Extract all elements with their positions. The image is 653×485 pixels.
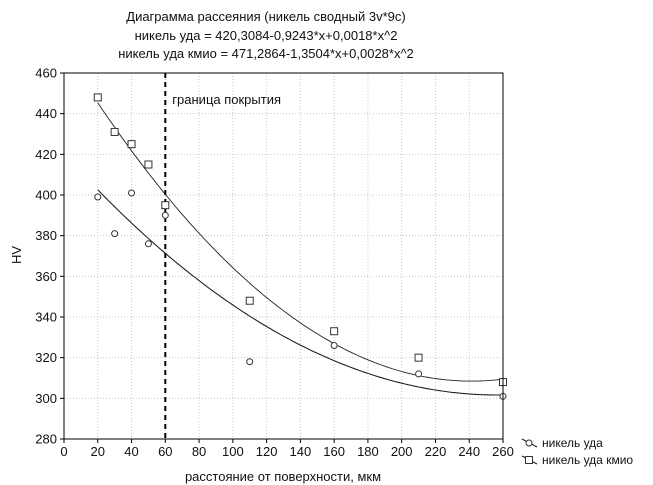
point-nickel-uda <box>246 358 254 366</box>
x-tick-label: 60 <box>158 444 172 459</box>
y-tick-label: 400 <box>35 188 57 203</box>
y-axis-ticks: 280 300 320 340 360 380 400 420 440 460 <box>35 66 64 447</box>
annotation-group: граница покрытия <box>164 73 281 439</box>
y-tick-label: 360 <box>35 269 57 284</box>
point-nickel-uda <box>415 370 423 378</box>
x-tick-label: 100 <box>222 444 244 459</box>
x-tick-label: 120 <box>256 444 278 459</box>
y-tick-label: 380 <box>35 228 57 243</box>
legend-label: никель уда кмио <box>542 453 633 467</box>
x-tick-label: 160 <box>323 444 345 459</box>
point-nickel-uda-kmio <box>127 140 136 149</box>
point-nickel-uda <box>161 211 169 219</box>
y-tick-label: 320 <box>35 350 57 365</box>
chart-title: Диаграмма рассеяния (никель сводный 3v*9… <box>126 9 405 24</box>
x-tick-label: 40 <box>124 444 138 459</box>
point-nickel-uda <box>144 240 152 248</box>
x-tick-label: 260 <box>492 444 514 459</box>
point-nickel-uda <box>330 341 338 349</box>
legend-marker <box>525 456 533 464</box>
plot-frame <box>63 72 504 440</box>
point-nickel-uda-kmio <box>144 160 153 169</box>
y-axis-label: HV <box>9 246 24 264</box>
legend-label: никель уда <box>542 436 603 450</box>
x-tick-label: 0 <box>60 444 67 459</box>
legend-marker <box>525 439 533 447</box>
point-nickel-uda-kmio <box>245 296 254 305</box>
point-nickel-uda <box>111 230 119 238</box>
legend: никель уда никель уда кмио <box>521 436 633 467</box>
x-tick-label: 240 <box>458 444 480 459</box>
y-tick-label: 420 <box>35 147 57 162</box>
grid-lines <box>64 73 503 439</box>
point-nickel-uda-kmio <box>93 93 102 102</box>
y-tick-label: 300 <box>35 391 57 406</box>
x-axis-label: расстояние от поверхности, мкм <box>185 469 381 484</box>
x-tick-label: 220 <box>425 444 447 459</box>
point-nickel-uda-kmio <box>110 127 119 136</box>
point-nickel-uda <box>128 189 136 197</box>
point-nickel-uda <box>94 193 102 201</box>
fit-curves <box>97 102 504 396</box>
x-tick-label: 20 <box>91 444 105 459</box>
y-tick-label: 280 <box>35 432 57 447</box>
y-tick-label: 440 <box>35 106 57 121</box>
chart-subtitle-2: никель уда кмио = 471,2864-1,3504*x+0,00… <box>118 46 414 61</box>
point-nickel-uda-kmio <box>330 327 339 336</box>
chart-subtitle-1: никель уда = 420,3084-0,9243*x+0,0018*x^… <box>135 28 398 43</box>
point-nickel-uda-kmio <box>161 201 170 210</box>
y-tick-label: 340 <box>35 310 57 325</box>
point-nickel-uda-kmio <box>414 353 423 362</box>
x-tick-label: 180 <box>357 444 379 459</box>
y-tick-label: 460 <box>35 66 57 81</box>
x-tick-label: 200 <box>391 444 413 459</box>
x-tick-label: 140 <box>290 444 312 459</box>
x-axis-ticks: 0 20 40 60 80 100 120 140 160 180 200 220 240 260 <box>60 439 514 459</box>
x-tick-label: 80 <box>192 444 206 459</box>
coating-boundary-label: граница покрытия <box>172 92 281 107</box>
